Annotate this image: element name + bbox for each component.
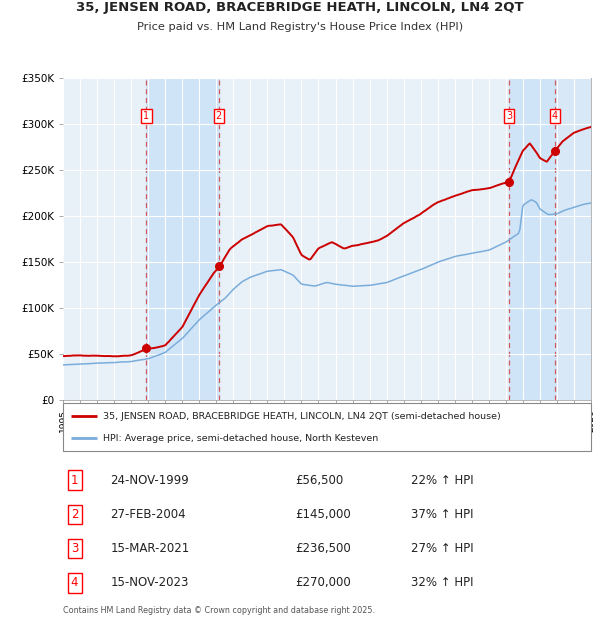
- Text: 27-FEB-2004: 27-FEB-2004: [110, 508, 186, 521]
- Text: £56,500: £56,500: [295, 474, 344, 487]
- Text: Price paid vs. HM Land Registry's House Price Index (HPI): Price paid vs. HM Land Registry's House …: [137, 22, 463, 32]
- Text: Contains HM Land Registry data © Crown copyright and database right 2025.: Contains HM Land Registry data © Crown c…: [63, 606, 375, 616]
- Text: 15-NOV-2023: 15-NOV-2023: [110, 577, 189, 589]
- Bar: [555, 78, 591, 400]
- Text: 35, JENSEN ROAD, BRACEBRIDGE HEATH, LINCOLN, LN4 2QT: 35, JENSEN ROAD, BRACEBRIDGE HEATH, LINC…: [76, 1, 524, 14]
- Text: 2: 2: [71, 508, 79, 521]
- Text: 35, JENSEN ROAD, BRACEBRIDGE HEATH, LINCOLN, LN4 2QT (semi-detached house): 35, JENSEN ROAD, BRACEBRIDGE HEATH, LINC…: [103, 412, 500, 420]
- Text: 27% ↑ HPI: 27% ↑ HPI: [412, 542, 474, 555]
- Bar: [509, 78, 555, 400]
- Text: £270,000: £270,000: [295, 577, 351, 589]
- Text: 4: 4: [552, 111, 558, 121]
- Text: 3: 3: [71, 542, 79, 555]
- Text: £145,000: £145,000: [295, 508, 351, 521]
- Bar: [146, 78, 219, 400]
- Text: 1: 1: [71, 474, 79, 487]
- Text: 24-NOV-1999: 24-NOV-1999: [110, 474, 189, 487]
- Text: 2: 2: [216, 111, 222, 121]
- Text: 37% ↑ HPI: 37% ↑ HPI: [412, 508, 474, 521]
- Bar: [555, 78, 591, 400]
- Text: 1: 1: [143, 111, 149, 121]
- Text: 22% ↑ HPI: 22% ↑ HPI: [412, 474, 474, 487]
- Text: 15-MAR-2021: 15-MAR-2021: [110, 542, 190, 555]
- Text: 32% ↑ HPI: 32% ↑ HPI: [412, 577, 474, 589]
- Text: £236,500: £236,500: [295, 542, 351, 555]
- Text: 3: 3: [506, 111, 512, 121]
- Text: 4: 4: [71, 577, 79, 589]
- Text: HPI: Average price, semi-detached house, North Kesteven: HPI: Average price, semi-detached house,…: [103, 434, 378, 443]
